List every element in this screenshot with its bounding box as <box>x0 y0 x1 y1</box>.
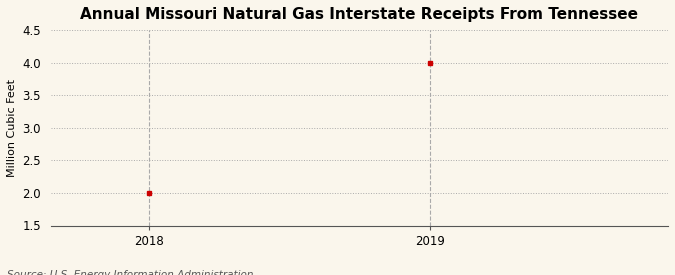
Y-axis label: Million Cubic Feet: Million Cubic Feet <box>7 79 17 177</box>
Title: Annual Missouri Natural Gas Interstate Receipts From Tennessee: Annual Missouri Natural Gas Interstate R… <box>80 7 639 22</box>
Text: Source: U.S. Energy Information Administration: Source: U.S. Energy Information Administ… <box>7 271 253 275</box>
